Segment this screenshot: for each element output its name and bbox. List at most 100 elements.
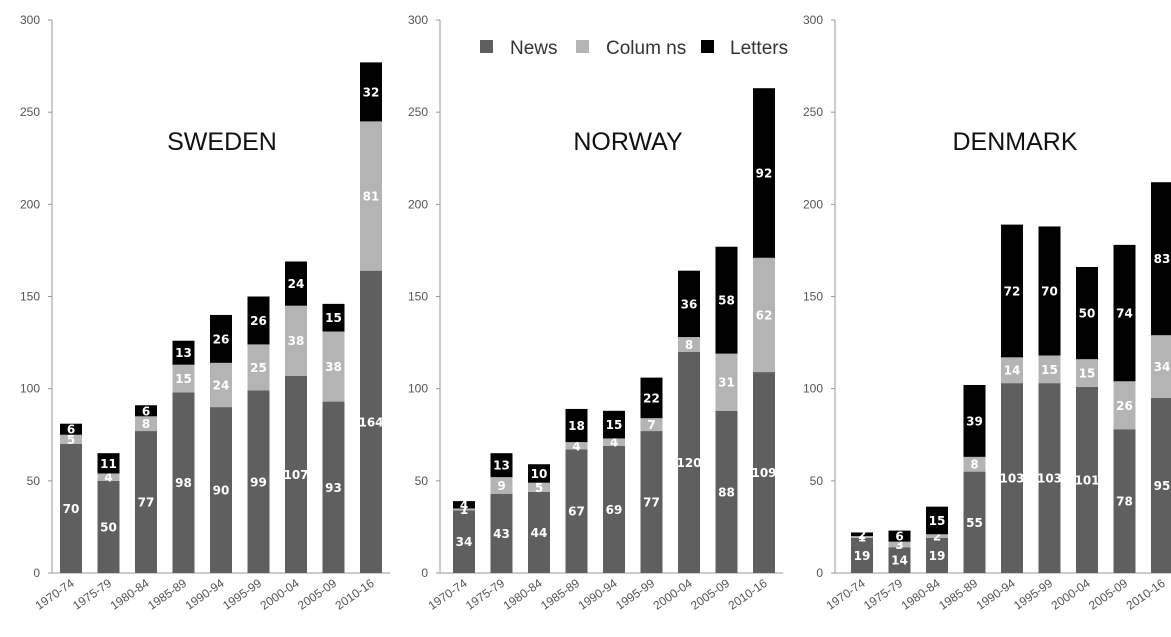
x-tick-label: 1970-74: [33, 576, 77, 613]
data-label-columns: 4: [610, 436, 618, 450]
bar-segment-news: [135, 431, 157, 573]
x-tick-label: 2005-09: [1086, 576, 1130, 613]
bar-segment-columns: [926, 534, 948, 538]
data-label-letters: 83: [1154, 252, 1171, 266]
bar-segment-news: [1076, 386, 1098, 573]
bar-segment-letters: [603, 410, 625, 439]
data-label-columns: 38: [288, 334, 305, 348]
legend-swatch-news: [480, 40, 493, 53]
data-label-letters: 58: [718, 294, 735, 308]
data-label-letters: 6: [67, 423, 75, 437]
bar-segment-letters: [322, 303, 345, 332]
x-tick-label: 1985-89: [145, 576, 189, 613]
data-label-columns: 24: [213, 378, 230, 392]
data-label-letters: 2: [858, 528, 866, 542]
bar-segment-news: [322, 401, 345, 573]
x-tick-label: 1995-99: [220, 576, 264, 613]
data-label-columns: 26: [1116, 399, 1133, 413]
bar-segment-news: [603, 445, 625, 573]
bar-segment-letters: [1151, 182, 1171, 336]
y-tick-label: 300: [408, 13, 428, 27]
bar-segment-news: [210, 407, 232, 573]
x-tick-label: 2010-16: [726, 576, 770, 613]
data-label-letters: 6: [895, 530, 903, 544]
data-label-letters: 15: [325, 311, 342, 325]
bar-segment-columns: [247, 344, 270, 391]
bar-segment-news: [888, 547, 911, 573]
bar-segment-letters: [1038, 226, 1061, 356]
bar-segment-news: [360, 270, 382, 573]
y-tick-label: 300: [20, 13, 40, 27]
x-tick-label: 1980-84: [108, 576, 152, 613]
chart-title: SWEDEN: [167, 128, 277, 156]
x-tick-label: 2010-16: [333, 576, 377, 613]
data-label-news: 95: [1154, 479, 1171, 493]
data-label-columns: 31: [718, 376, 735, 390]
y-tick-label: 50: [810, 474, 824, 488]
bar-segment-news: [565, 449, 588, 573]
x-tick-label: 1975-79: [861, 576, 905, 613]
bar-segment-letters: [210, 314, 232, 363]
data-label-columns: 15: [1041, 363, 1058, 377]
x-tick-label: 2005-09: [688, 576, 732, 613]
data-label-news: 109: [751, 466, 776, 480]
legend-swatch-columns: [576, 40, 589, 53]
x-tick-label: 1980-84: [899, 576, 943, 613]
data-label-letters: 22: [643, 391, 660, 405]
y-tick-label: 50: [27, 474, 41, 488]
y-tick-label: 200: [803, 197, 823, 211]
data-label-letters: 15: [929, 514, 946, 528]
bar-segment-letters: [97, 453, 120, 474]
x-tick-label: 1970-74: [824, 576, 868, 613]
bar-segment-news: [851, 537, 873, 573]
bar-segment-columns: [172, 364, 195, 393]
x-tick-label: 1995-99: [613, 576, 657, 613]
x-tick-label: 2010-16: [1124, 576, 1168, 613]
data-label-columns: 62: [756, 308, 773, 322]
data-label-news: 103: [999, 472, 1024, 486]
bar-segment-letters: [135, 405, 157, 417]
x-tick-label: 1975-79: [70, 576, 114, 613]
data-label-letters: 18: [568, 419, 585, 433]
x-tick-label: 2000-04: [258, 576, 302, 613]
data-label-letters: 10: [531, 467, 548, 481]
data-label-columns: 38: [325, 360, 342, 374]
data-label-news: 98: [175, 476, 192, 490]
data-label-news: 93: [325, 481, 342, 495]
data-label-letters: 6: [142, 404, 150, 418]
bar-segment-letters: [528, 464, 550, 483]
bar-segment-news: [528, 491, 550, 573]
data-label-news: 77: [138, 496, 155, 510]
bar-segment-news: [247, 390, 270, 573]
chart-denmark: 050100150200250300DENMARK19121970-741436…: [803, 13, 1171, 613]
bar-segment-letters: [1076, 267, 1098, 360]
data-label-news: 43: [493, 527, 510, 541]
bar-segment-columns: [1001, 357, 1023, 384]
data-label-columns: 15: [1079, 366, 1096, 380]
y-tick-label: 50: [415, 474, 429, 488]
data-label-columns: 7: [647, 418, 655, 432]
bar-segment-columns: [528, 482, 550, 492]
bar-segment-letters: [1113, 244, 1136, 382]
bar-segment-letters: [172, 340, 195, 365]
data-label-letters: 74: [1116, 307, 1133, 321]
bar-segment-letters: [963, 384, 986, 457]
bar-segment-news: [97, 480, 120, 573]
x-tick-label: 1990-94: [974, 576, 1018, 613]
bar-segment-columns: [210, 362, 232, 408]
bar-segment-news: [753, 372, 775, 573]
bar-segment-columns: [360, 121, 382, 271]
data-label-columns: 5: [67, 433, 75, 447]
data-label-letters: 26: [213, 332, 230, 346]
data-label-columns: 81: [363, 190, 380, 204]
y-tick-label: 250: [408, 105, 428, 119]
bar-segment-columns: [97, 473, 120, 481]
data-label-letters: 39: [966, 414, 983, 428]
y-tick-label: 150: [20, 290, 40, 304]
data-label-news: 88: [718, 485, 735, 499]
bar-segment-columns: [753, 257, 775, 373]
data-label-columns: 3: [895, 538, 903, 552]
legend-swatch-letters: [701, 40, 714, 53]
y-tick-label: 150: [803, 290, 823, 304]
bar-segment-letters: [640, 377, 663, 419]
